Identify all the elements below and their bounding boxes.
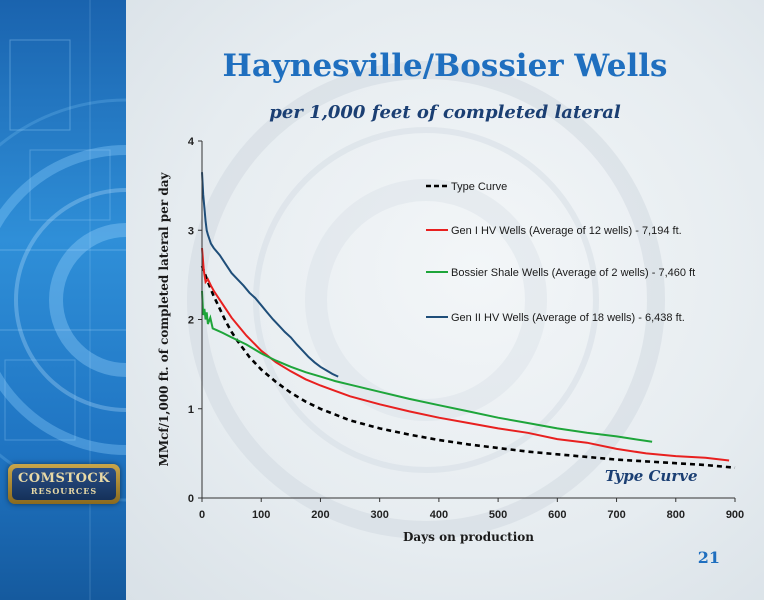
- x-tick-label: 500: [489, 509, 507, 521]
- x-tick-label: 900: [726, 509, 744, 521]
- x-tick-label: 0: [199, 509, 205, 521]
- logo-line2: RESOURCES: [30, 486, 98, 496]
- logo-line1: COMSTOCK: [17, 471, 111, 486]
- x-tick-label: 300: [370, 509, 388, 521]
- legend-label-0: Type Curve: [451, 181, 507, 193]
- series-line-1: [201, 248, 730, 462]
- y-tick-label: 4: [188, 136, 195, 148]
- x-tick-label: 800: [667, 509, 685, 521]
- series-line-0: [200, 265, 736, 469]
- y-tick-label: 2: [188, 315, 194, 327]
- x-tick-label: 100: [252, 509, 270, 521]
- slide-background: [126, 0, 764, 600]
- sidebar-decoration: COMSTOCK RESOURCES: [0, 0, 126, 600]
- x-tick-label: 700: [607, 509, 625, 521]
- y-tick-label: 3: [188, 225, 194, 237]
- legend-label-2: Bossier Shale Wells (Average of 2 wells)…: [451, 267, 695, 279]
- series-line-3: [201, 172, 339, 378]
- type-curve-annotation: Type Curve: [605, 467, 698, 485]
- page-number: 21: [697, 548, 720, 567]
- legend-label-3: Gen II HV Wells (Average of 18 wells) - …: [451, 312, 685, 324]
- y-tick-label: 0: [188, 493, 194, 505]
- company-logo: COMSTOCK RESOURCES: [8, 464, 120, 504]
- x-tick-label: 200: [311, 509, 329, 521]
- y-axis-label: MMcf/1,000 ft. of completed lateral per …: [157, 172, 171, 467]
- slide-title: Haynesville/Bossier Wells: [222, 48, 668, 84]
- legend-label-1: Gen I HV Wells (Average of 12 wells) - 7…: [451, 225, 682, 237]
- x-tick-label: 400: [430, 509, 448, 521]
- x-tick-label: 600: [548, 509, 566, 521]
- x-axis-label: Days on production: [403, 530, 534, 544]
- series-line-2: [201, 290, 653, 443]
- y-tick-label: 1: [188, 404, 194, 416]
- slide-subtitle: per 1,000 feet of completed lateral: [269, 102, 621, 123]
